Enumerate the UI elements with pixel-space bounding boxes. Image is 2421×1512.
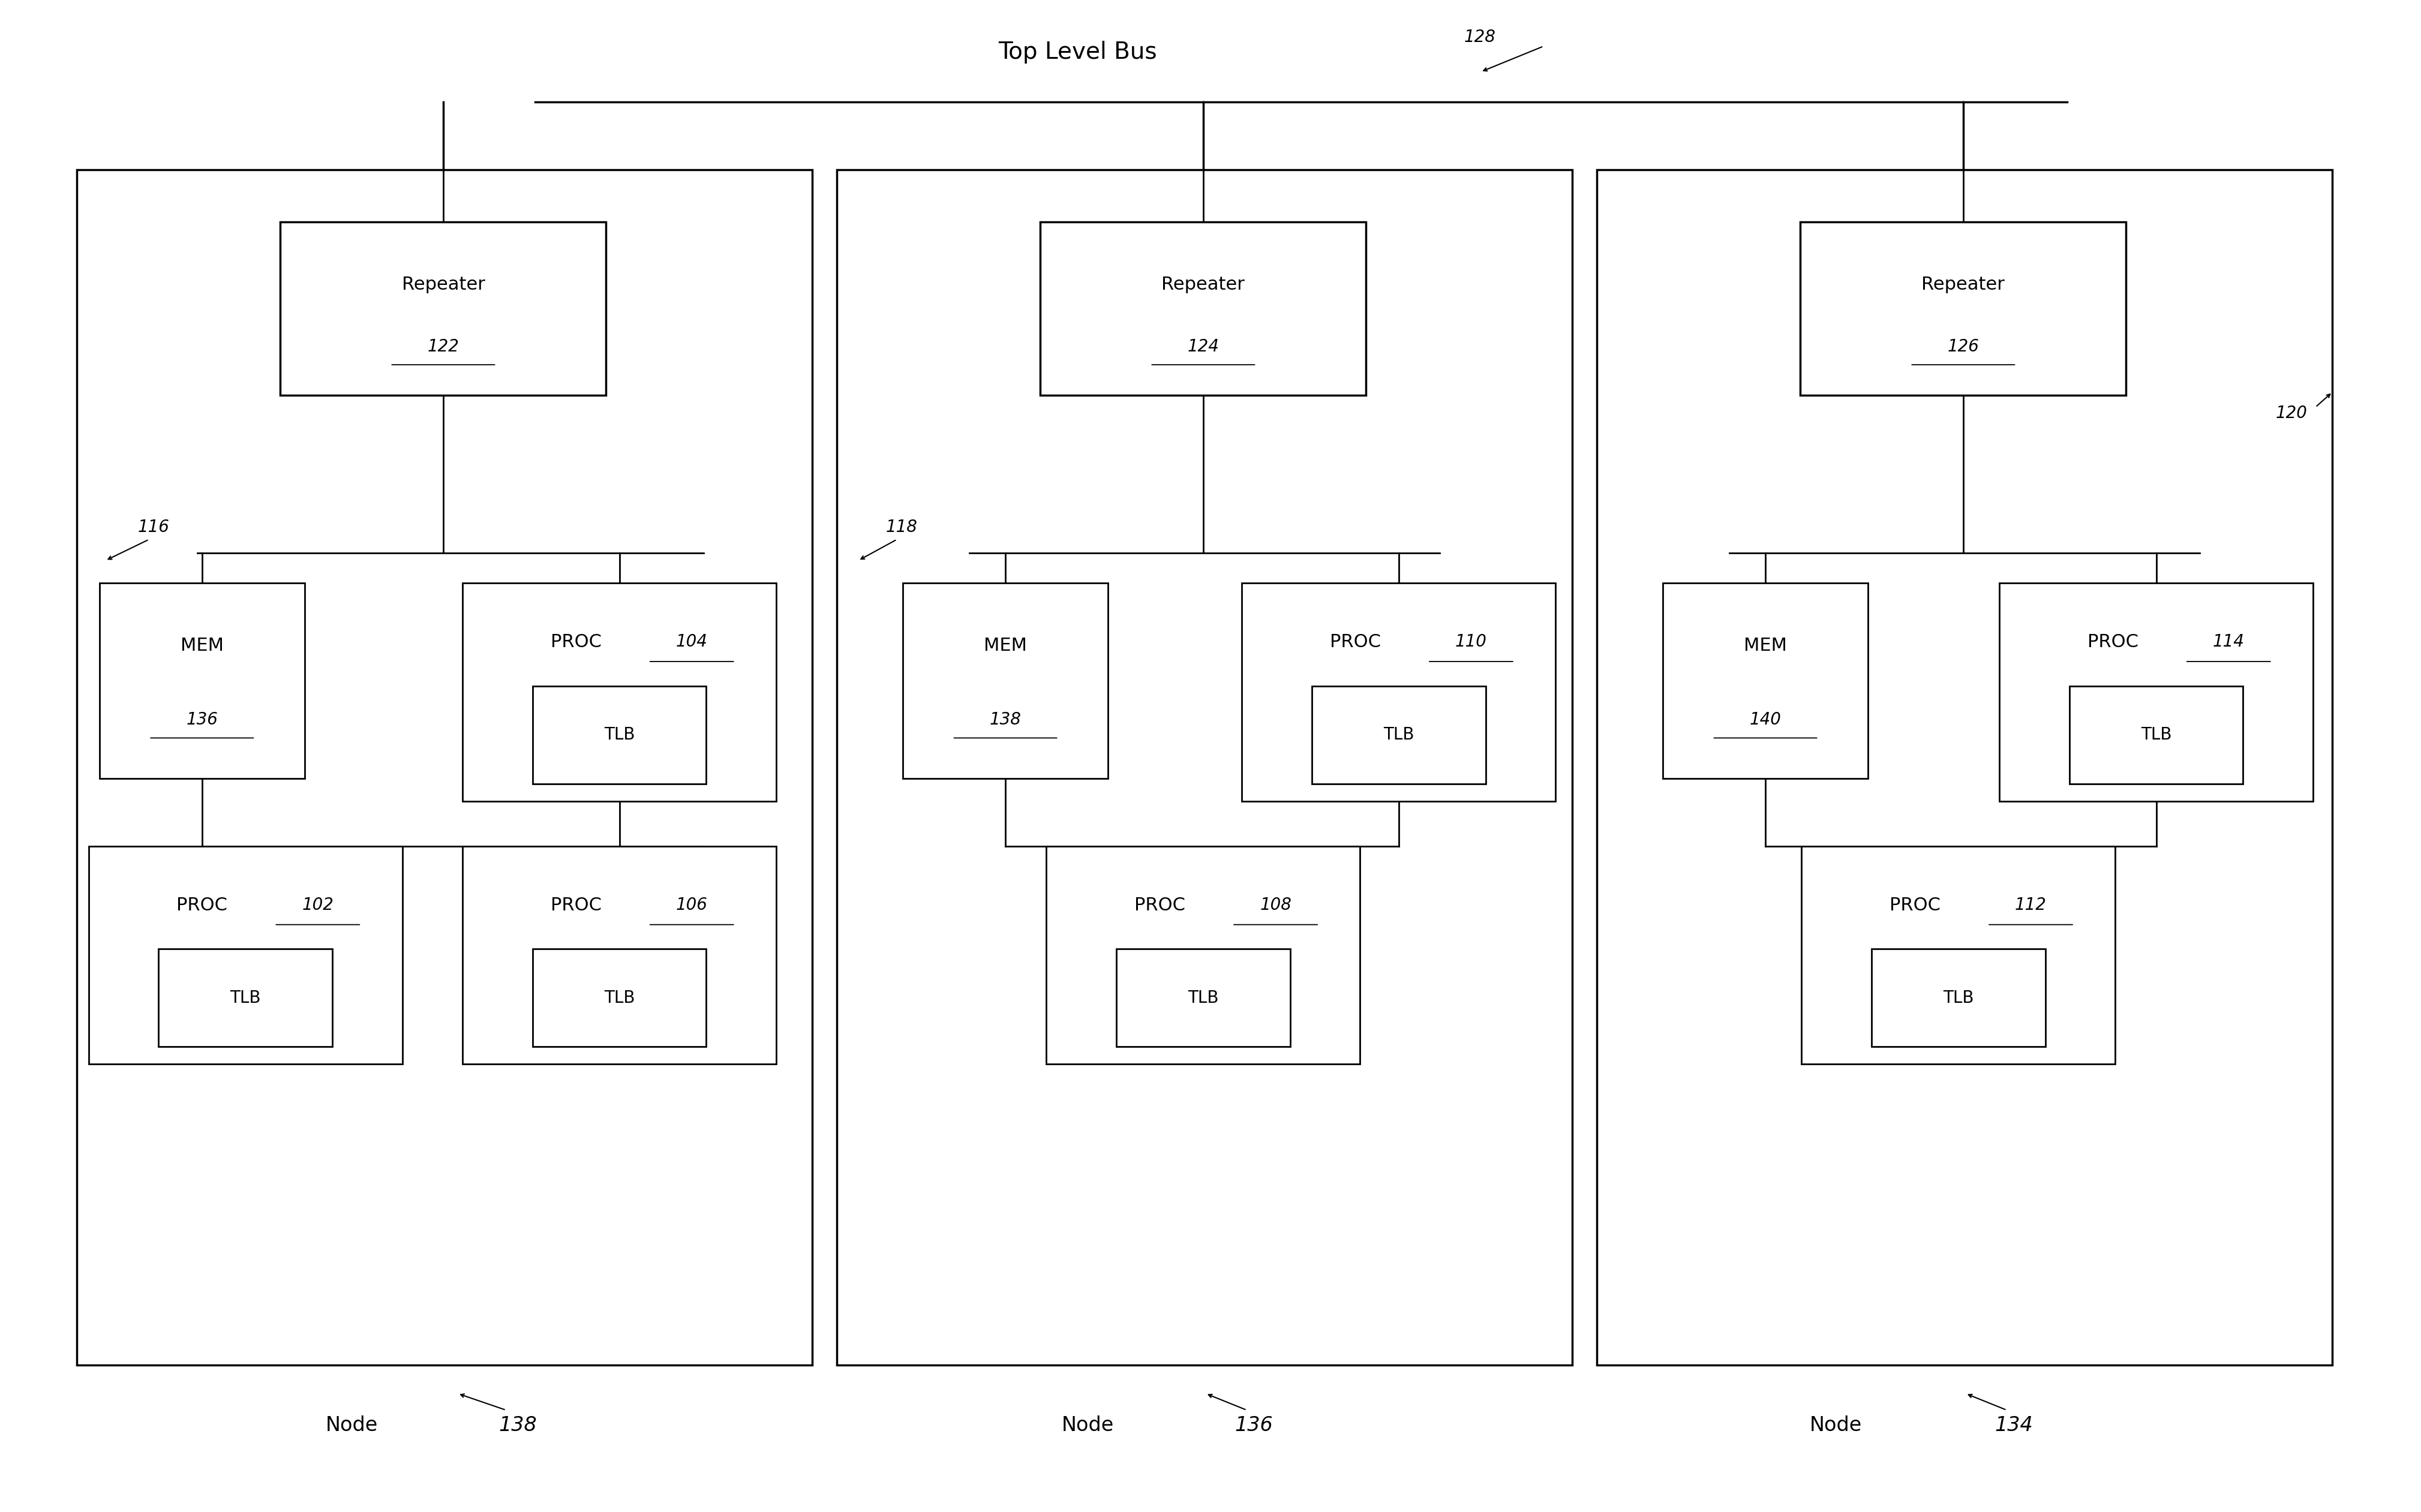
Text: 114: 114 — [2213, 634, 2244, 650]
Text: PROC: PROC — [177, 897, 228, 913]
Text: 118: 118 — [886, 519, 918, 535]
Text: MEM: MEM — [1743, 637, 1787, 655]
Bar — [160, 950, 332, 1046]
Text: 104: 104 — [675, 634, 707, 650]
Text: Top Level Bus: Top Level Bus — [997, 41, 1157, 64]
Text: PROC: PROC — [550, 634, 600, 650]
Bar — [90, 847, 402, 1064]
Text: TLB: TLB — [2140, 726, 2172, 744]
Bar — [838, 169, 1571, 1365]
Bar — [1116, 950, 1290, 1046]
Text: 116: 116 — [138, 519, 169, 535]
Bar — [77, 169, 813, 1365]
Text: TLB: TLB — [1189, 989, 1218, 1007]
Bar — [1312, 686, 1486, 783]
Text: PROC: PROC — [1329, 634, 1380, 650]
Text: Repeater: Repeater — [1162, 275, 1244, 293]
Text: TLB: TLB — [1944, 989, 1973, 1007]
Bar — [533, 686, 707, 783]
Bar — [281, 222, 605, 395]
Bar — [462, 847, 777, 1064]
Text: 122: 122 — [429, 339, 460, 355]
Bar — [2070, 686, 2244, 783]
Text: 134: 134 — [1995, 1415, 2034, 1435]
Text: 112: 112 — [2014, 897, 2046, 913]
Text: PROC: PROC — [1135, 897, 1186, 913]
Text: TLB: TLB — [1382, 726, 1414, 744]
Text: 120: 120 — [2276, 405, 2307, 422]
Text: 108: 108 — [1259, 897, 1290, 913]
Bar — [1663, 584, 1869, 779]
Text: MEM: MEM — [182, 637, 223, 655]
Bar — [462, 584, 777, 801]
Text: Repeater: Repeater — [402, 275, 484, 293]
Text: 110: 110 — [1455, 634, 1486, 650]
Bar — [99, 584, 305, 779]
Text: 106: 106 — [675, 897, 707, 913]
Text: Node: Node — [1808, 1415, 1862, 1435]
Bar — [1801, 222, 2126, 395]
Text: 138: 138 — [499, 1415, 537, 1435]
Text: 124: 124 — [1186, 339, 1220, 355]
Text: 102: 102 — [303, 897, 334, 913]
Bar — [1871, 950, 2046, 1046]
Bar — [1801, 847, 2116, 1064]
Bar — [2000, 584, 2312, 801]
Bar — [1046, 847, 1361, 1064]
Text: Repeater: Repeater — [1922, 275, 2005, 293]
Bar — [903, 584, 1109, 779]
Text: 126: 126 — [1946, 339, 1978, 355]
Text: 136: 136 — [1235, 1415, 1273, 1435]
Text: PROC: PROC — [1888, 897, 1942, 913]
Text: 128: 128 — [1465, 29, 1496, 45]
Text: TLB: TLB — [603, 989, 634, 1007]
Text: MEM: MEM — [983, 637, 1027, 655]
Text: 136: 136 — [186, 712, 218, 729]
Text: Node: Node — [327, 1415, 378, 1435]
Bar — [1242, 584, 1557, 801]
Text: 140: 140 — [1750, 712, 1782, 729]
Bar — [1595, 169, 2331, 1365]
Text: TLB: TLB — [230, 989, 261, 1007]
Text: TLB: TLB — [603, 726, 634, 744]
Text: PROC: PROC — [2087, 634, 2138, 650]
Text: Node: Node — [1063, 1415, 1114, 1435]
Text: PROC: PROC — [550, 897, 600, 913]
Text: 138: 138 — [990, 712, 1022, 729]
Bar — [1041, 222, 1365, 395]
Bar — [533, 950, 707, 1046]
